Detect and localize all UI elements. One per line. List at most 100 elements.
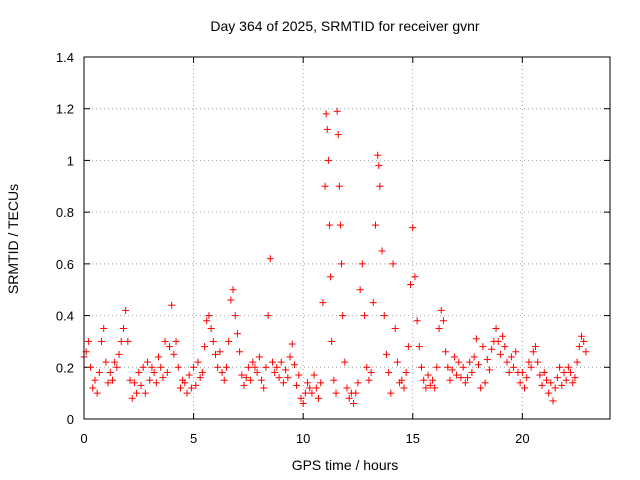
data-point <box>282 366 290 374</box>
data-point <box>122 306 130 314</box>
data-point <box>560 368 568 376</box>
data-point <box>516 379 524 387</box>
data-point <box>494 337 502 345</box>
data-point <box>461 379 469 387</box>
data-point <box>119 325 127 332</box>
data-point <box>295 371 303 379</box>
data-point <box>545 389 553 397</box>
data-point <box>233 330 241 338</box>
data-point <box>334 131 342 139</box>
data-point <box>227 296 235 304</box>
data-point <box>322 110 330 118</box>
data-point <box>387 389 395 397</box>
y-tick-label: 0.6 <box>56 257 74 272</box>
data-point <box>459 363 467 371</box>
data-point <box>284 374 292 382</box>
data-point <box>165 343 173 351</box>
data-point <box>369 299 377 307</box>
data-point <box>275 374 283 382</box>
x-tick-label: 10 <box>296 431 310 446</box>
data-point <box>325 221 333 229</box>
y-tick-label: 0 <box>67 412 74 427</box>
data-point <box>258 376 266 384</box>
data-point <box>306 384 314 392</box>
data-point <box>152 379 160 387</box>
data-point <box>551 384 559 392</box>
data-point <box>185 371 193 379</box>
data-point <box>168 301 176 309</box>
data-point <box>190 363 198 371</box>
data-point <box>207 325 215 332</box>
data-point <box>510 363 518 371</box>
data-point <box>488 345 496 353</box>
data-point <box>264 312 272 320</box>
data-point <box>575 343 583 351</box>
data-point <box>391 325 399 332</box>
data-point <box>203 317 211 325</box>
chart-title: Day 364 of 2025, SRMTID for receiver gvn… <box>210 18 480 34</box>
data-point <box>521 384 529 392</box>
data-point <box>262 363 270 371</box>
data-point <box>547 379 555 387</box>
data-point <box>505 368 513 376</box>
data-point <box>428 376 436 384</box>
data-point <box>238 371 246 379</box>
data-point <box>378 247 386 255</box>
y-tick-label: 1.2 <box>56 102 74 117</box>
gridlines <box>84 57 610 419</box>
data-point <box>128 394 136 402</box>
data-point <box>523 374 531 382</box>
data-point <box>442 348 450 356</box>
data-point <box>247 376 255 384</box>
data-point <box>301 389 309 397</box>
data-point <box>150 368 158 376</box>
data-point <box>255 353 263 361</box>
data-point <box>194 358 202 366</box>
data-point <box>479 343 487 351</box>
data-point <box>332 389 340 397</box>
data-point <box>253 368 261 376</box>
data-point <box>315 394 323 402</box>
data-point <box>361 312 369 320</box>
data-point <box>385 368 393 376</box>
y-axis-label: SRMTID / TECUs <box>5 184 21 294</box>
data-point <box>181 379 189 387</box>
data-point <box>161 337 169 345</box>
data-point <box>475 361 482 369</box>
data-point <box>578 332 586 340</box>
data-point <box>117 337 125 345</box>
data-point <box>335 182 343 190</box>
data-point <box>354 379 362 387</box>
data-point <box>375 162 383 170</box>
data-point <box>404 343 412 351</box>
data-point <box>240 381 248 389</box>
data-point <box>310 371 318 379</box>
x-tick-label: 0 <box>80 431 87 446</box>
data-point <box>222 363 230 371</box>
data-point <box>212 350 219 358</box>
data-point <box>426 381 434 389</box>
data-point <box>308 389 316 397</box>
data-point <box>84 337 92 345</box>
data-point <box>279 379 287 387</box>
data-point <box>321 182 329 190</box>
data-point <box>564 363 572 371</box>
data-point <box>273 363 281 371</box>
data-point <box>481 379 489 387</box>
data-point <box>376 182 384 190</box>
data-point <box>288 340 296 348</box>
data-point <box>422 384 430 392</box>
data-point <box>111 358 119 366</box>
data-point <box>216 348 224 356</box>
data-point <box>512 348 520 356</box>
data-point <box>553 374 561 382</box>
data-point <box>135 368 143 376</box>
data-point <box>271 368 279 376</box>
data-point <box>450 353 458 361</box>
data-point <box>286 353 294 361</box>
data-point <box>218 368 226 376</box>
data-point <box>525 358 533 366</box>
data-point <box>365 376 373 384</box>
data-point <box>439 317 447 325</box>
